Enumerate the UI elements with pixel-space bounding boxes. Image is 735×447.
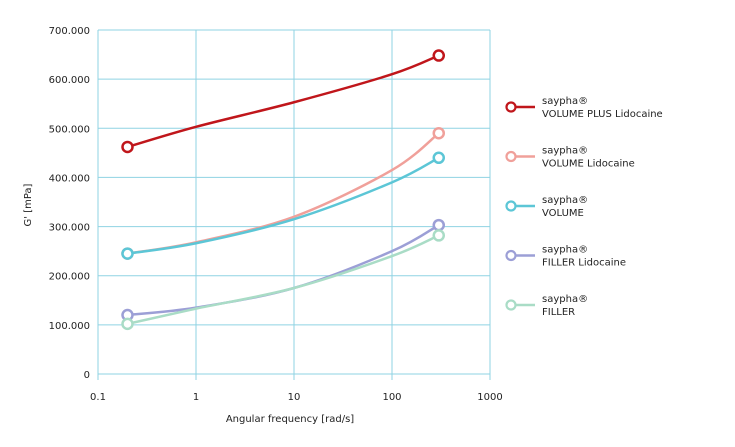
data-point-marker xyxy=(432,49,446,62)
y-tick-label: 0 xyxy=(84,370,90,381)
data-point-marker xyxy=(432,229,446,242)
data-point-marker xyxy=(432,126,446,140)
legend-label: FILLER xyxy=(542,307,575,318)
y-tick-label: 300.000 xyxy=(49,223,90,234)
legend-brand: saypha® xyxy=(542,96,588,107)
legend-marker xyxy=(505,150,517,163)
data-point-marker xyxy=(432,151,446,165)
data-point-marker xyxy=(121,140,134,154)
series-volume-lidocaine xyxy=(121,126,446,260)
x-tick-label: 0.1 xyxy=(90,392,106,403)
legend-brand: saypha® xyxy=(542,245,588,256)
y-tick-label: 100.000 xyxy=(49,321,90,332)
series-line xyxy=(127,156,440,255)
x-axis-label: Angular frequency [rad/s] xyxy=(226,414,354,425)
legend-item: saypha® VOLUME xyxy=(505,195,588,219)
series-line xyxy=(127,234,440,326)
grid xyxy=(97,29,491,380)
x-tick-label: 1000 xyxy=(477,392,502,403)
y-tick-label: 200.000 xyxy=(49,272,90,283)
legend-item: saypha® FILLER xyxy=(505,294,588,318)
legend-marker xyxy=(505,101,517,113)
y-tick-label: 700.000 xyxy=(49,26,90,37)
legend: saypha® VOLUME PLUS Lidocaine saypha® VOLUM… xyxy=(505,96,663,318)
data-point-marker xyxy=(121,317,134,331)
x-axis-ticks: 0.1 1 10 100 1000 xyxy=(90,392,503,403)
legend-brand: saypha® xyxy=(542,294,588,305)
data-point-marker xyxy=(432,218,446,232)
x-tick-label: 1 xyxy=(193,392,199,403)
series-line xyxy=(127,54,440,149)
y-tick-label: 600.000 xyxy=(49,75,90,86)
legend-item: saypha® VOLUME PLUS Lidocaine xyxy=(505,96,663,120)
legend-item: saypha® FILLER Lidocaine xyxy=(505,245,626,269)
legend-label: VOLUME Lidocaine xyxy=(542,159,635,170)
series-filler xyxy=(121,229,446,331)
x-tick-label: 100 xyxy=(382,392,401,403)
series-group xyxy=(121,49,446,331)
y-axis-ticks: 0 100.000 200.000 300.000 400.000 500.000 600.… xyxy=(49,26,90,381)
legend-label: VOLUME xyxy=(542,208,584,219)
data-point-marker xyxy=(121,247,134,260)
series-volume xyxy=(121,151,446,260)
legend-marker xyxy=(505,249,517,262)
y-axis-label: G' [mPa] xyxy=(23,183,34,226)
legend-item: saypha® VOLUME Lidocaine xyxy=(505,146,635,170)
legend-brand: saypha® xyxy=(542,195,588,206)
legend-marker xyxy=(505,200,517,212)
x-tick-label: 10 xyxy=(288,392,301,403)
series-filler-lidocaine xyxy=(121,218,446,322)
legend-marker xyxy=(505,299,517,311)
legend-brand: saypha® xyxy=(542,146,588,157)
legend-label: VOLUME PLUS Lidocaine xyxy=(542,109,663,120)
y-tick-label: 500.000 xyxy=(49,124,90,135)
y-tick-label: 400.000 xyxy=(49,173,90,184)
legend-label: FILLER Lidocaine xyxy=(542,258,626,269)
series-volume-plus-lidocaine xyxy=(121,49,446,154)
